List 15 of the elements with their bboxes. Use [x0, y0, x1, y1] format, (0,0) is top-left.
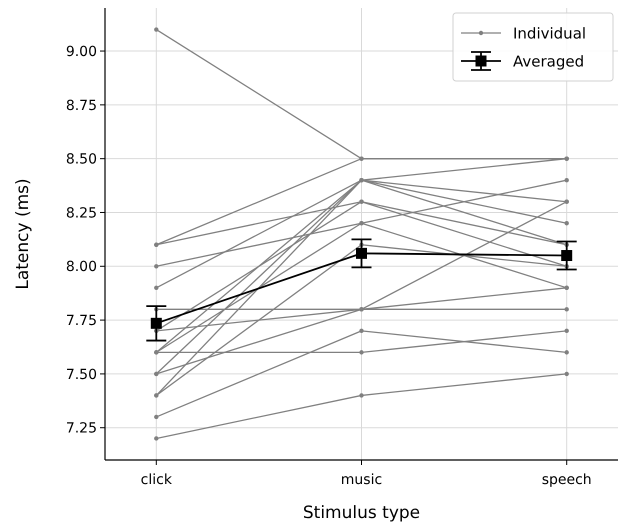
x-tick-label: music [340, 472, 382, 488]
y-tick-label: 7.50 [66, 366, 97, 383]
y-tick-label: 8.75 [66, 98, 97, 114]
y-tick-label: 8.25 [66, 205, 97, 222]
y-tick-label: 9.00 [66, 44, 97, 60]
x-tick-label: speech [542, 472, 592, 488]
y-tick-label: 8.50 [66, 152, 97, 168]
x-axis-title: Stimulus type [302, 503, 420, 523]
y-tick-label: 7.25 [66, 420, 97, 437]
legend-label: Averaged [513, 52, 584, 70]
legend-label: Individual [513, 24, 586, 42]
y-tick-label: 7.75 [66, 312, 97, 329]
y-axis-title: Latency (ms) [13, 178, 33, 290]
x-tick-label: click [140, 472, 173, 488]
y-tick-label: 8.00 [66, 259, 97, 276]
